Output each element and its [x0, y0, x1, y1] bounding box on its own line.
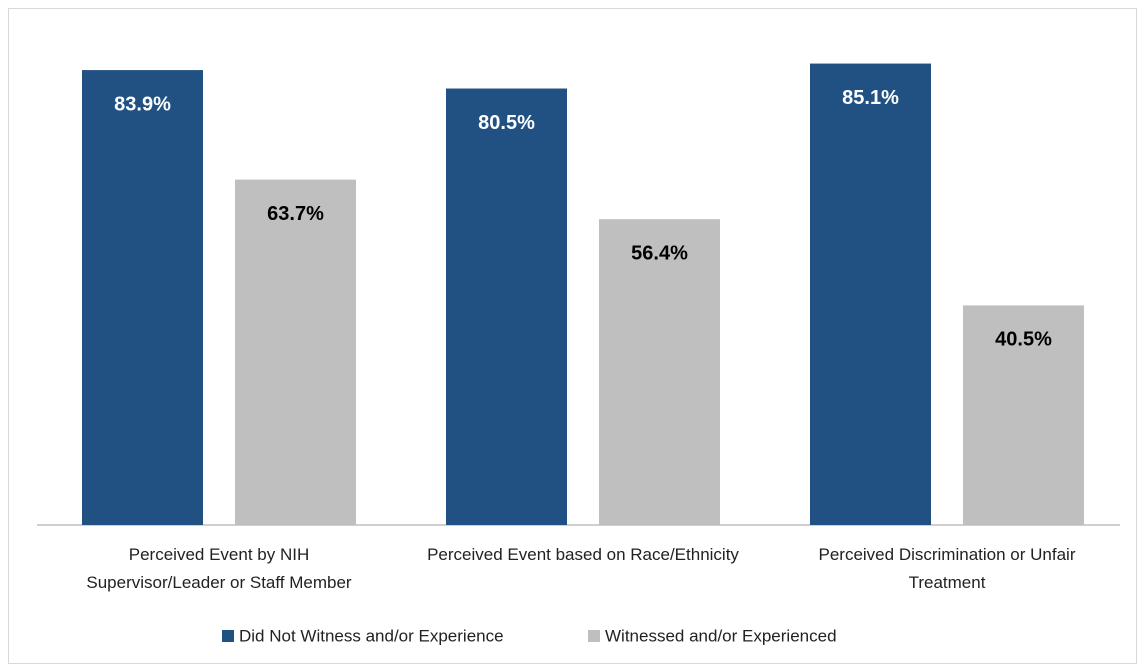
legend-swatch	[588, 630, 600, 642]
bar	[446, 88, 567, 525]
data-label: 85.1%	[842, 87, 899, 109]
legend-label: Witnessed and/or Experienced	[605, 626, 837, 645]
data-label: 63.7%	[267, 203, 324, 225]
bar	[235, 179, 356, 526]
data-label: 83.9%	[114, 93, 171, 115]
bar	[963, 305, 1084, 525]
bar	[82, 70, 203, 525]
x-tick-label: Perceived Event by NIH Supervisor/Leader…	[86, 545, 352, 592]
x-tick-label: Perceived Discrimination or Unfair Treat…	[818, 545, 1076, 592]
legend-label: Did Not Witness and/or Experience	[239, 626, 504, 645]
legend-swatch	[222, 630, 234, 642]
x-tick-label: Perceived Event based on Race/Ethnicity	[427, 545, 739, 564]
bar	[810, 63, 931, 526]
data-label: 80.5%	[478, 112, 535, 134]
data-label: 40.5%	[995, 329, 1052, 351]
data-label: 56.4%	[631, 242, 688, 264]
bar	[599, 219, 720, 526]
